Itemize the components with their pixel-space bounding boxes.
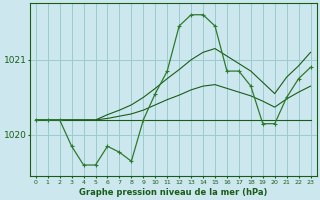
X-axis label: Graphe pression niveau de la mer (hPa): Graphe pression niveau de la mer (hPa) <box>79 188 268 197</box>
